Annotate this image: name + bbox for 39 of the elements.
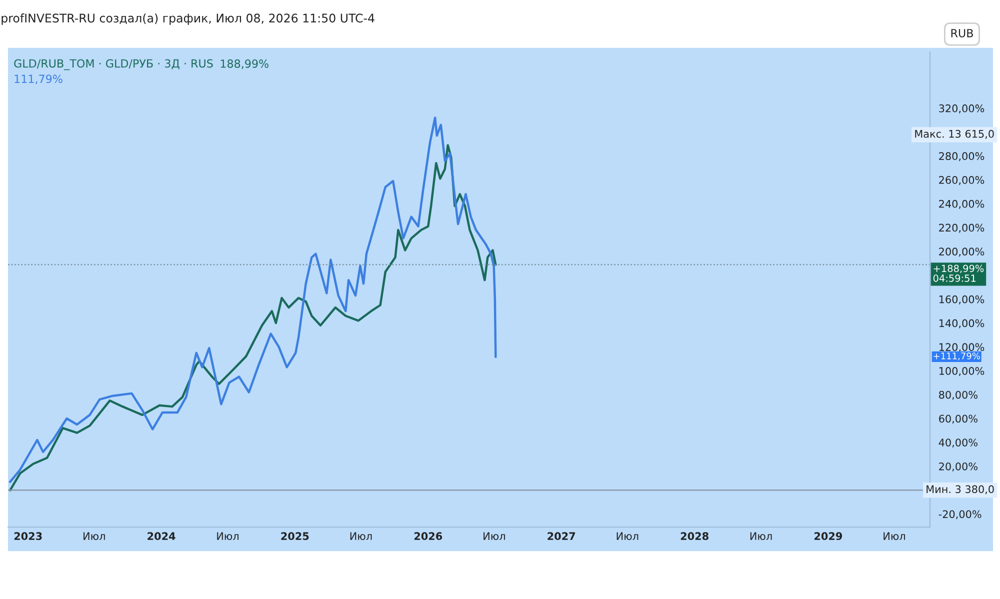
y-tick-label: 200,00%: [939, 248, 984, 257]
x-tick-label: Июл: [484, 532, 505, 540]
ref-line-label: Мин. 3 380,0: [926, 485, 994, 494]
x-tick-label: 2029: [814, 532, 842, 540]
chart-title: profINVESTR-RU создал(а) график, Июл 08, 2026 11:50 UTC-4: [2, 13, 374, 25]
y-tick-label: 260,00%: [939, 176, 984, 185]
x-tick-label: Июл: [884, 532, 905, 540]
y-tick-label: 220,00%: [939, 224, 984, 233]
y-tick-label: 40,00%: [938, 438, 978, 448]
y-tick-label: 80,00%: [939, 390, 978, 400]
annotation: 111,79%: [14, 74, 62, 84]
x-tick-label: 2026: [414, 532, 442, 540]
x-tick-label: 2028: [680, 532, 708, 540]
text: +188,99%: [934, 264, 984, 274]
y-tick-label: 240,00%: [939, 200, 984, 209]
text: +111,79%: [934, 352, 980, 360]
text: 04:59:51: [933, 274, 976, 282]
y-tick-label: 60,00%: [939, 414, 978, 424]
annotation: Макс. 13 615,0: [915, 130, 994, 139]
x-tick-label: 2025: [281, 532, 309, 540]
y-tick-label: 320,00%: [939, 104, 984, 114]
y-tick-label: 120,00%: [939, 343, 984, 352]
y-tick-label: 20,00%: [939, 462, 978, 472]
x-tick-label: Июл: [616, 532, 638, 540]
x-tick-label: Июл: [84, 532, 105, 540]
annotation: 188,99%: [220, 59, 268, 69]
x-tick-label: Июл: [217, 532, 238, 540]
y-tick-label: 100,00%: [939, 367, 984, 376]
x-tick-label: Июл: [350, 532, 372, 540]
text: GLD/RUB_TOM · GLD/РУБ · 3Д · RUS: [14, 59, 213, 70]
text: RUB: [951, 29, 973, 38]
x-tick-label: Июл: [750, 532, 772, 540]
y-tick-label: 140,00%: [939, 319, 984, 328]
y-tick-label: 280,00%: [939, 152, 984, 162]
x-tick-label: 2023: [14, 532, 42, 540]
y-tick-label: 160,00%: [939, 295, 984, 304]
y-tick-label: -20,00%: [938, 510, 982, 520]
x-tick-label: 2027: [548, 532, 576, 540]
x-tick-label: 2024: [148, 532, 176, 540]
